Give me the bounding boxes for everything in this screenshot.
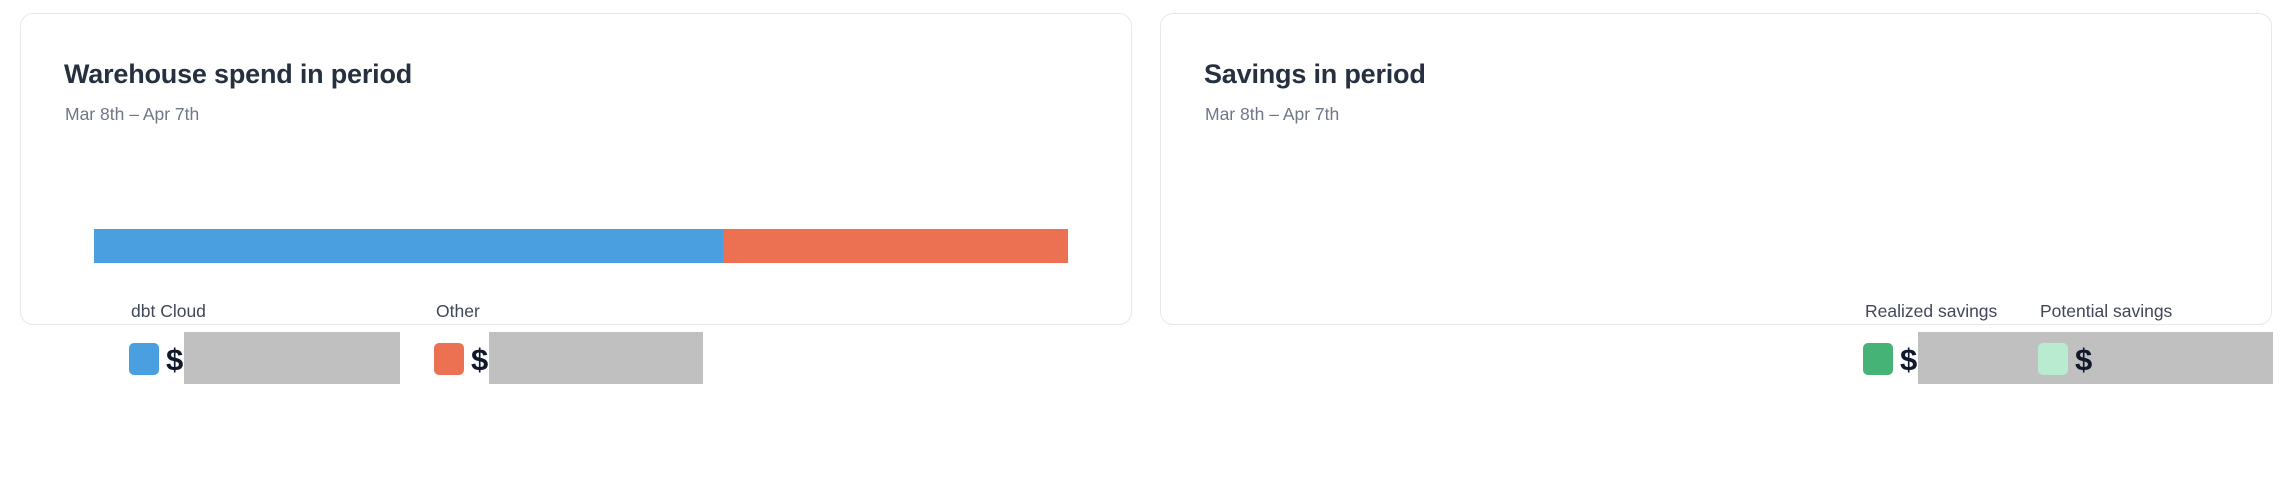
legend-item-realized-savings: Realized savings $ [1863,301,2099,384]
currency-symbol: $ [471,341,489,377]
page-title: Savings in period [1204,59,1426,89]
redacted-value-realized-savings [1918,332,2099,384]
legend-item-other: Other $ [434,301,704,384]
currency-symbol: $ [166,341,184,377]
legend-value-row: $ [129,332,401,384]
legend-item-label: Realized savings [1865,301,1998,321]
card-savings: Savings in period Mar 8th – Apr 7th Real… [1160,13,2274,384]
legend-item-label: Other [436,301,480,321]
redacted-value-other [489,332,704,384]
card-date-range: Mar 8th – Apr 7th [1205,104,1340,124]
savings-legend: Realized savings $ Potential savings $ [1161,14,2274,384]
currency-symbol: $ [1900,341,1918,377]
bar-segment-dbt-cloud[interactable] [94,229,724,263]
legend-value-row: $ [2038,332,2274,384]
legend-color-swatch [129,343,159,375]
legend-item-label: dbt Cloud [131,301,206,321]
redacted-value-dbt-cloud [184,332,401,384]
legend-item-label: Potential savings [2040,301,2173,321]
bar-segment-other[interactable] [723,229,1068,263]
legend-color-swatch [2038,343,2068,375]
legend-value-row: $ [1863,332,2099,384]
legend-color-swatch [1863,343,1893,375]
card-date-range: Mar 8th – Apr 7th [65,104,200,124]
legend-value-row: $ [434,332,704,384]
page-title: Warehouse spend in period [64,59,413,89]
currency-symbol: $ [2075,341,2093,377]
legend-color-swatch [434,343,464,375]
redacted-value-potential-savings [2093,332,2274,384]
spend-stacked-bar [94,229,1068,263]
legend-item-potential-savings: Potential savings $ [2038,301,2274,384]
legend-item-dbt-cloud: dbt Cloud $ [129,301,401,384]
spend-legend: dbt Cloud $ Other $ [21,14,1131,384]
card-warehouse-spend: Warehouse spend in period Mar 8th – Apr … [20,13,1132,384]
